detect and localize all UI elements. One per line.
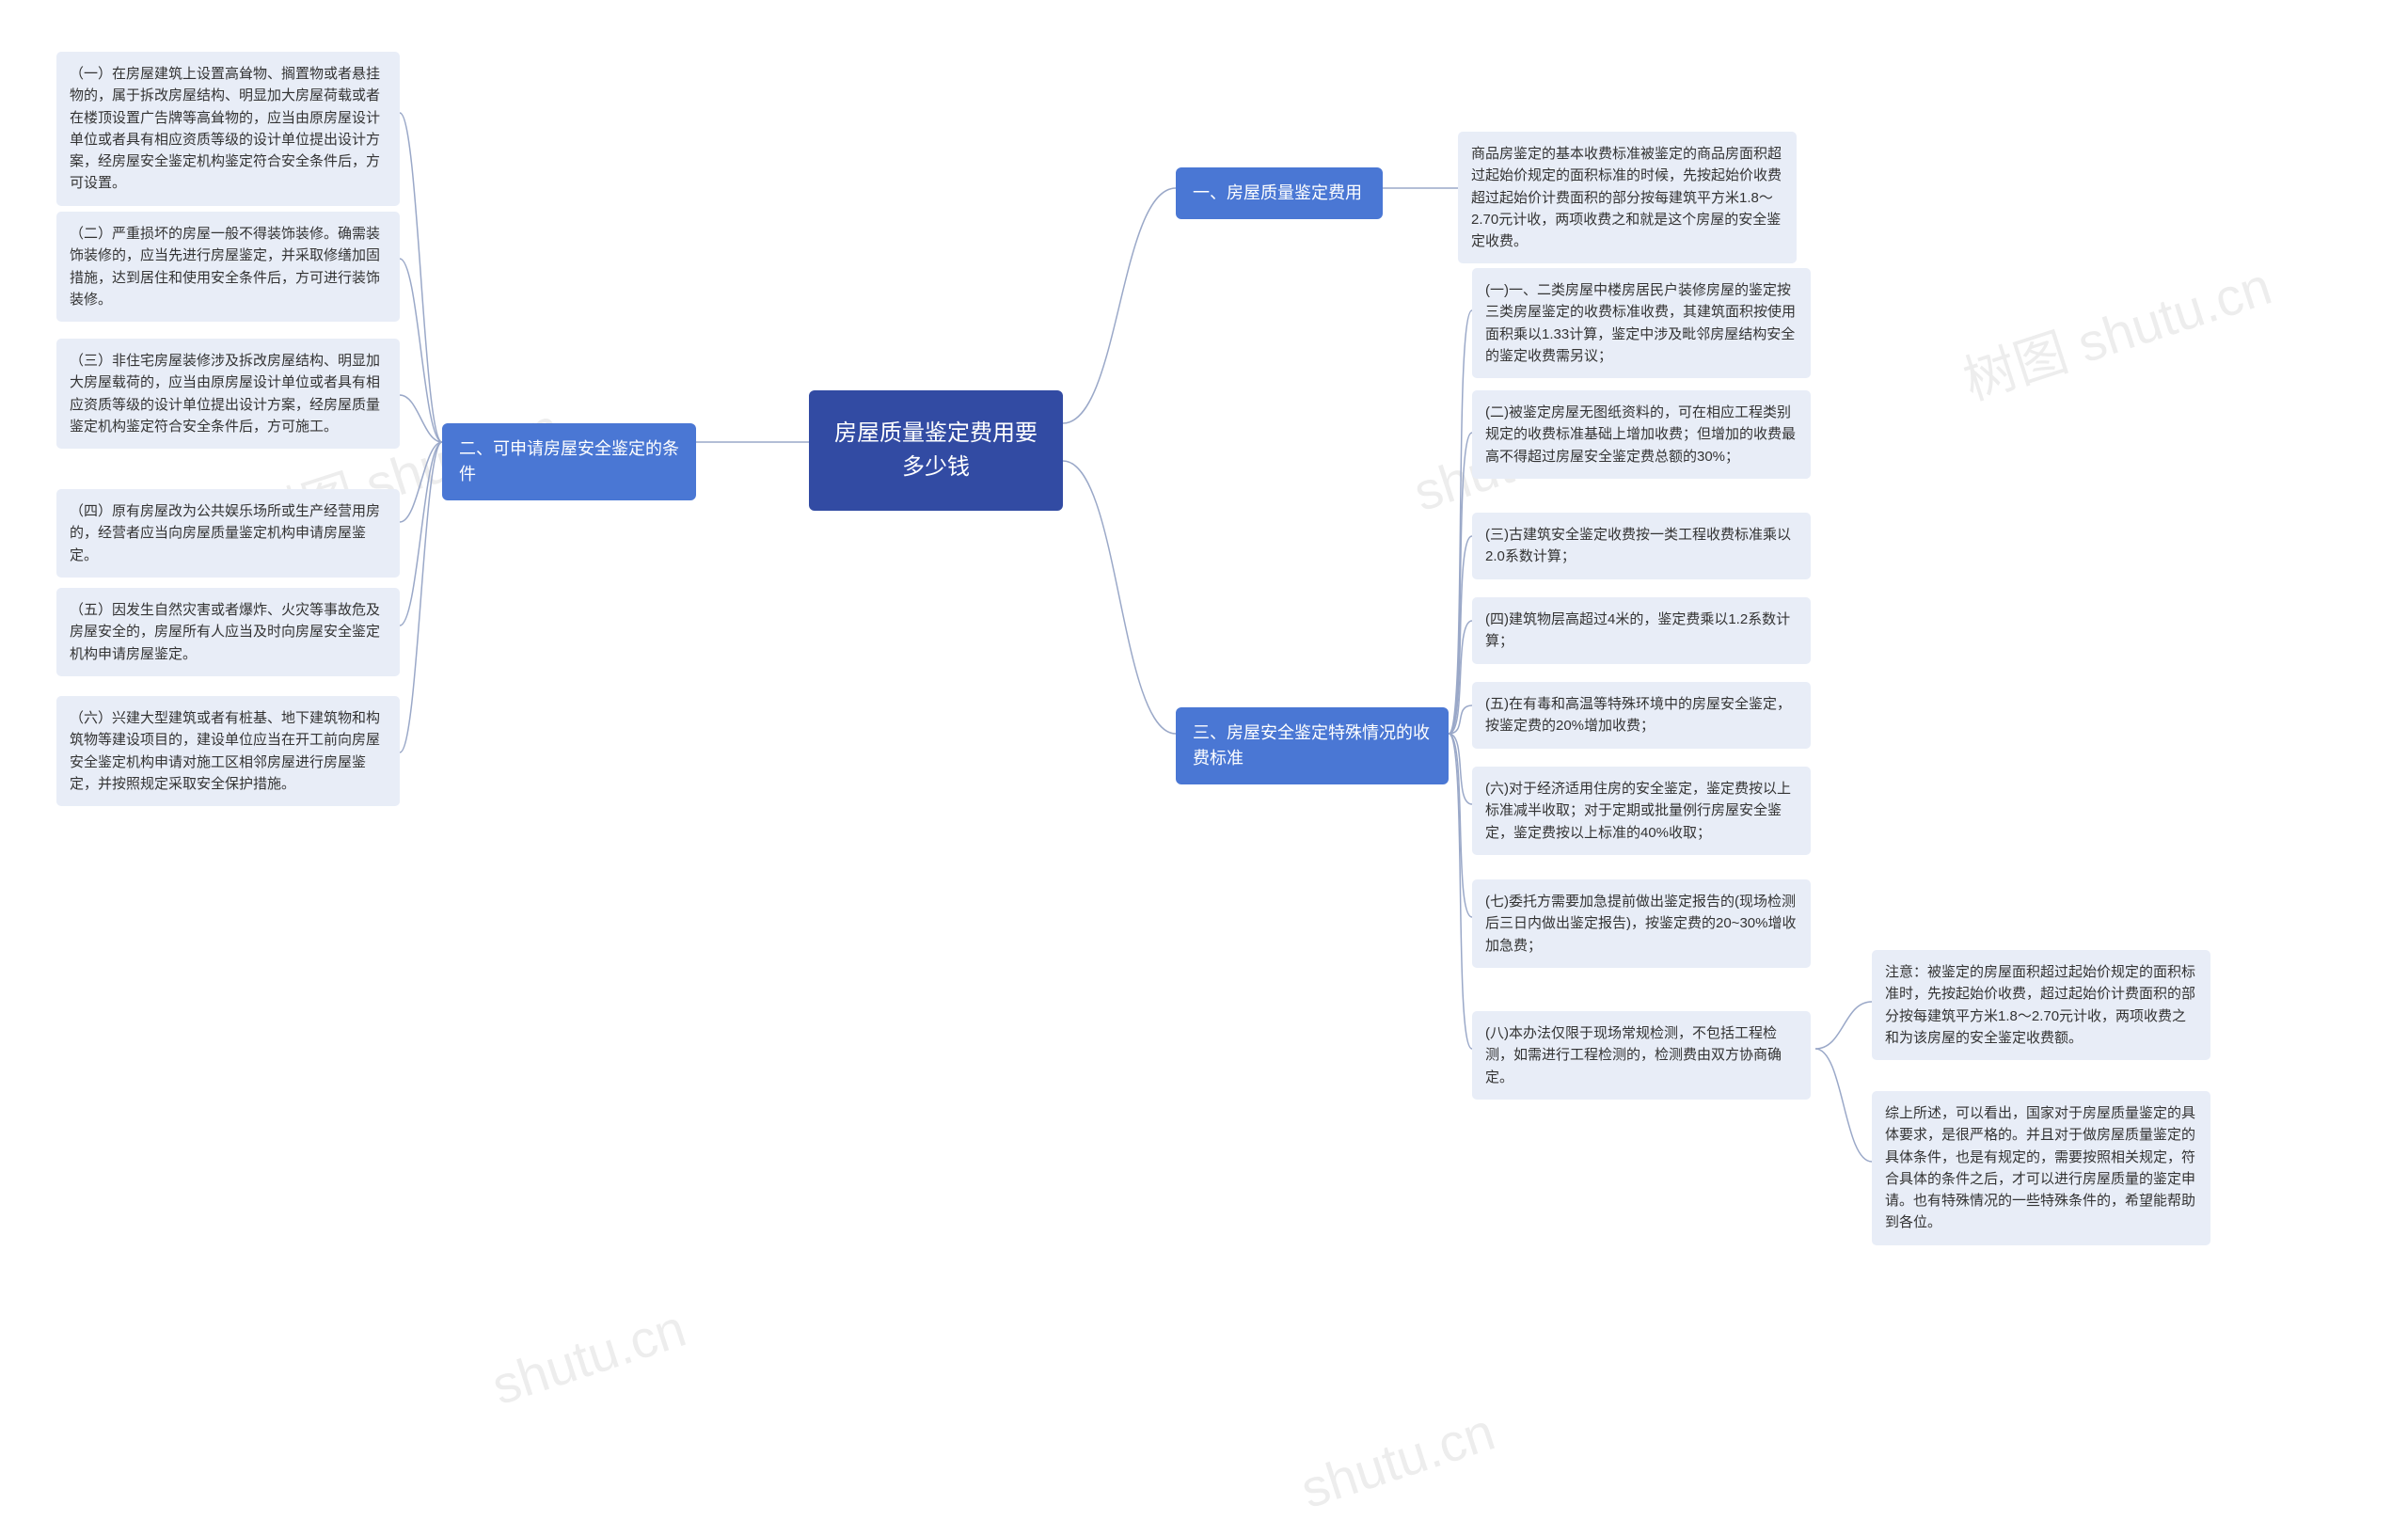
leaf-special-6: (六)对于经济适用住房的安全鉴定，鉴定费按以上标准减半收取；对于定期或批量例行房… bbox=[1472, 767, 1811, 855]
leaf-special-7: (七)委托方需要加急提前做出鉴定报告的(现场检测后三日内做出鉴定报告)，按鉴定费… bbox=[1472, 879, 1811, 968]
leaf-special-2: (二)被鉴定房屋无图纸资料的，可在相应工程类别规定的收费标准基础上增加收费；但增… bbox=[1472, 390, 1811, 479]
leaf-cond-2: （二）严重损坏的房屋一般不得装饰装修。确需装饰装修的，应当先进行房屋鉴定，并采取… bbox=[56, 212, 400, 322]
leaf-cond-6: （六）兴建大型建筑或者有桩基、地下建筑物和构筑物等建设项目的，建设单位应当在开工… bbox=[56, 696, 400, 806]
branch-special-fee: 三、房屋安全鉴定特殊情况的收费标准 bbox=[1176, 707, 1449, 784]
leaf-cond-3: （三）非住宅房屋装修涉及拆改房屋结构、明显加大房屋载荷的，应当由原房屋设计单位或… bbox=[56, 339, 400, 449]
leaf-special-1: (一)一、二类房屋中楼房居民户装修房屋的鉴定按三类房屋鉴定的收费标准收费，其建筑… bbox=[1472, 268, 1811, 378]
branch-conditions: 二、可申请房屋安全鉴定的条件 bbox=[442, 423, 696, 500]
root-node: 房屋质量鉴定费用要多少钱 bbox=[809, 390, 1063, 511]
leaf-special-8: (八)本办法仅限于现场常规检测，不包括工程检测，如需进行工程检测的，检测费由双方… bbox=[1472, 1011, 1811, 1100]
leaf-fee-1: 商品房鉴定的基本收费标准被鉴定的商品房面积超过起始价规定的面积标准的时候，先按起… bbox=[1458, 132, 1797, 263]
leaf-special-8-sub1: 注意：被鉴定的房屋面积超过起始价规定的面积标准时，先按起始价收费，超过起始价计费… bbox=[1872, 950, 2210, 1060]
leaf-special-4: (四)建筑物层高超过4米的，鉴定费乘以1.2系数计算； bbox=[1472, 597, 1811, 664]
leaf-cond-4: （四）原有房屋改为公共娱乐场所或生产经营用房的，经营者应当向房屋质量鉴定机构申请… bbox=[56, 489, 400, 578]
leaf-special-8-sub2: 综上所述，可以看出，国家对于房屋质量鉴定的具体要求，是很严格的。并且对于做房屋质… bbox=[1872, 1091, 2210, 1245]
leaf-special-5: (五)在有毒和高温等特殊环境中的房屋安全鉴定，按鉴定费的20%增加收费； bbox=[1472, 682, 1811, 749]
watermark: shutu.cn bbox=[1293, 1401, 1501, 1520]
watermark: shutu.cn bbox=[484, 1297, 692, 1417]
leaf-special-3: (三)古建筑安全鉴定收费按一类工程收费标准乘以2.0系数计算； bbox=[1472, 513, 1811, 579]
watermark: 树图 shutu.cn bbox=[1953, 245, 2280, 416]
leaf-cond-1: （一）在房屋建筑上设置高耸物、搁置物或者悬挂物的，属于拆改房屋结构、明显加大房屋… bbox=[56, 52, 400, 206]
branch-fee: 一、房屋质量鉴定费用 bbox=[1176, 167, 1383, 219]
leaf-cond-5: （五）因发生自然灾害或者爆炸、火灾等事故危及房屋安全的，房屋所有人应当及时向房屋… bbox=[56, 588, 400, 676]
